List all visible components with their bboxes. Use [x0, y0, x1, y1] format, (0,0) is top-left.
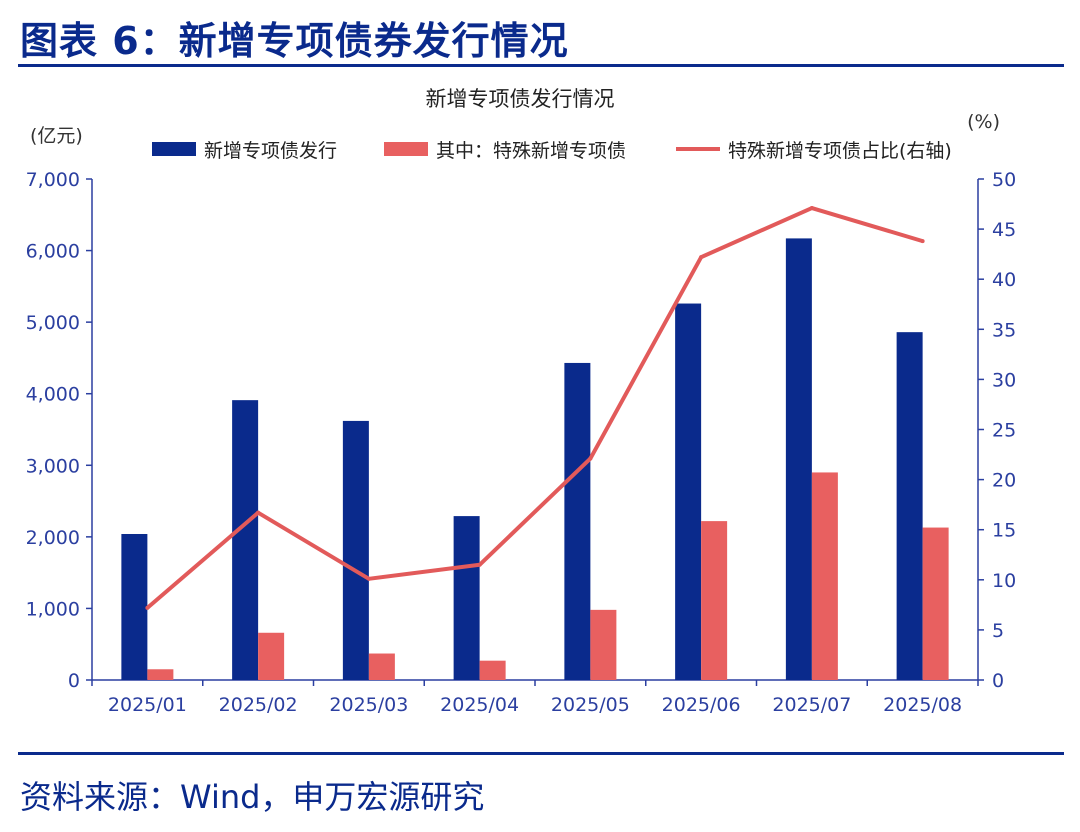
left-tick-label: 6,000 [26, 241, 80, 263]
legend-swatch-bar2 [384, 142, 428, 156]
share-point [366, 576, 371, 581]
bar-special [811, 472, 838, 680]
share-line [146, 206, 924, 610]
legend-swatch-bar1 [152, 142, 196, 156]
left-tick-label: 0 [68, 670, 80, 692]
bar-special [368, 653, 395, 680]
left-tick-label: 1,000 [26, 598, 80, 620]
x-tick-label: 2025/08 [883, 694, 962, 716]
left-tick-label: 7,000 [26, 169, 80, 191]
right-axis-unit: (%) [967, 111, 1000, 133]
right-tick-label: 10 [992, 570, 1016, 592]
share-point [256, 510, 261, 515]
bar-special [590, 609, 617, 680]
legend: 新增专项债发行 其中：特殊新增专项债 特殊新增专项债占比(右轴) [152, 140, 952, 162]
bar-special [479, 660, 506, 680]
right-tick-label: 0 [992, 670, 1004, 692]
share-point [699, 255, 704, 260]
x-tick-label: 2025/01 [108, 694, 187, 716]
figure-title: 图表 6：新增专项债券发行情况 [20, 19, 569, 63]
bar-total [785, 238, 812, 680]
bar-special [147, 669, 174, 680]
right-tick-label: 45 [992, 219, 1016, 241]
share-point [145, 605, 150, 610]
right-tick-label: 35 [992, 319, 1016, 341]
left-tick-label: 5,000 [26, 312, 80, 334]
chart-title: 新增专项债发行情况 [426, 87, 615, 111]
left-tick-label: 2,000 [26, 527, 80, 549]
bar-total [232, 400, 259, 680]
right-tick-label: 25 [992, 420, 1016, 442]
bar-total [896, 332, 923, 680]
bar-total [453, 516, 480, 680]
bar-special [922, 527, 949, 680]
x-tick-label: 2025/03 [329, 694, 408, 716]
bar-total [564, 362, 591, 680]
x-tick-label: 2025/07 [772, 694, 851, 716]
top-rule [18, 64, 1064, 67]
left-axis-unit: (亿元) [30, 125, 83, 147]
x-tick-label: 2025/05 [551, 694, 630, 716]
share-point [477, 562, 482, 567]
left-tick-label: 4,000 [26, 384, 80, 406]
share-point [920, 239, 925, 244]
bar-special [701, 521, 728, 680]
right-tick-label: 5 [992, 620, 1004, 642]
right-tick-label: 20 [992, 470, 1016, 492]
legend-label-line: 特殊新增专项债占比(右轴) [728, 140, 952, 162]
share-point [809, 206, 814, 211]
right-tick-label: 40 [992, 269, 1016, 291]
bar-special [258, 632, 285, 680]
right-tick-label: 15 [992, 520, 1016, 542]
bar-total [342, 420, 369, 680]
source-note: 资料来源：Wind，申万宏源研究 [20, 778, 485, 816]
share-point [588, 456, 593, 461]
bottom-rule [18, 752, 1064, 755]
legend-label-bar1: 新增专项债发行 [204, 140, 337, 162]
x-tick-label: 2025/04 [440, 694, 519, 716]
bar-total [121, 533, 148, 680]
right-tick-label: 50 [992, 169, 1016, 191]
legend-label-bar2: 其中：特殊新增专项债 [436, 140, 626, 162]
x-tick-label: 2025/06 [662, 694, 741, 716]
bar-total [675, 303, 702, 680]
left-tick-label: 3,000 [26, 455, 80, 477]
x-tick-label: 2025/02 [219, 694, 298, 716]
right-tick-label: 30 [992, 369, 1016, 391]
